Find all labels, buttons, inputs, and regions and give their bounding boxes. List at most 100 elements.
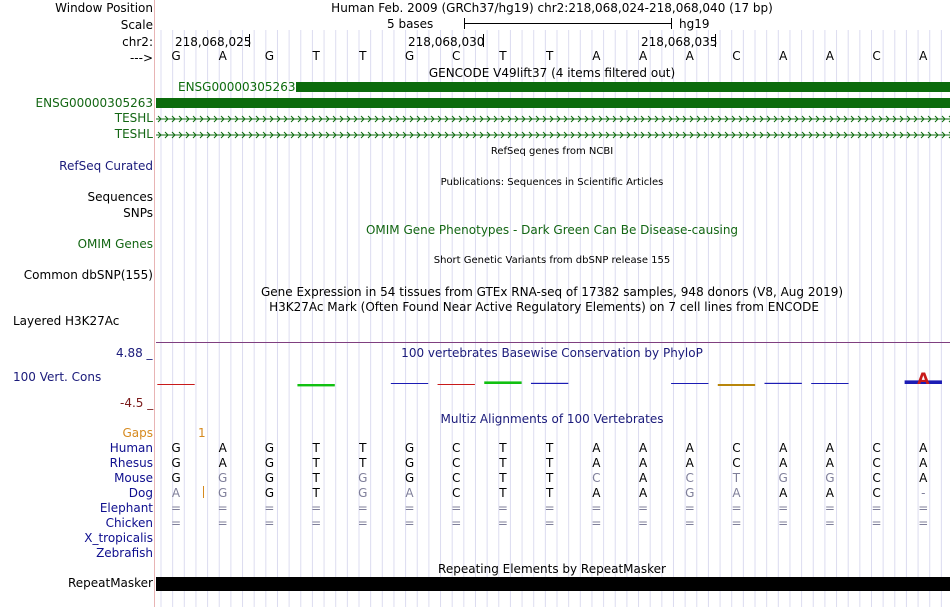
strand-chevron <box>696 131 701 139</box>
strand-chevron <box>332 115 337 123</box>
strand-chevron <box>367 115 372 123</box>
alignment-base: A <box>779 441 788 455</box>
alignment-base: T <box>545 486 554 500</box>
gencode-gene-label[interactable]: ENSG00000305263 <box>35 96 153 110</box>
omim-label[interactable]: OMIM Genes <box>77 237 153 251</box>
refseq-label[interactable]: RefSeq Curated <box>59 159 153 173</box>
alignment-base: T <box>732 471 741 485</box>
alignment-base: T <box>499 471 507 485</box>
strand-chevron <box>731 131 736 139</box>
strand-chevron <box>486 131 491 139</box>
gencode-gene-inline-label[interactable]: ENSG00000305263 <box>178 80 296 94</box>
alignment-base: G <box>358 471 368 485</box>
strand-chevron <box>269 115 274 123</box>
species-label[interactable]: Chicken <box>105 516 153 530</box>
strand-chevron <box>647 131 652 139</box>
alignment-base: G <box>171 441 181 455</box>
ruler-base: T <box>545 49 554 63</box>
strand-chevron <box>927 131 932 139</box>
h3k27ac-signal-baseline <box>156 342 950 343</box>
conservation-bar <box>904 380 942 384</box>
strand-chevron <box>577 131 582 139</box>
teshl-intron-line[interactable] <box>156 114 950 124</box>
strand-chevron <box>689 131 694 139</box>
teshl-label[interactable]: TESHL <box>114 111 153 125</box>
species-label[interactable]: Human <box>109 441 153 455</box>
alignment-base: = <box>217 501 228 515</box>
species-label[interactable]: Elephant <box>99 501 153 515</box>
gaps-label[interactable]: Gaps <box>122 426 153 440</box>
strand-chevron <box>808 115 813 123</box>
ruler-base: T <box>312 49 320 63</box>
strand-chevron <box>430 115 435 123</box>
strand-chevron <box>780 131 785 139</box>
strand-chevron <box>458 131 463 139</box>
alignment-base: = <box>591 501 602 515</box>
strand-chevron <box>493 115 498 123</box>
scale-bar-left-tick <box>464 18 465 29</box>
tick-label: 218,068,025 <box>175 35 252 49</box>
strand-chevron <box>773 115 778 123</box>
refseq-title: RefSeq genes from NCBI <box>490 146 614 157</box>
alignment-base: T <box>312 486 320 500</box>
alignment-base: G <box>264 441 275 455</box>
strand-chevron <box>304 115 309 123</box>
strand-chevron <box>227 131 232 139</box>
strand-chevron <box>619 115 624 123</box>
strand-chevron <box>171 131 176 139</box>
teshl-label[interactable]: TESHL <box>114 127 153 141</box>
conservation-label[interactable]: 100 Vert. Cons <box>13 370 102 384</box>
gencode-gene-exon-bar[interactable] <box>156 98 950 108</box>
strand-chevron <box>402 131 407 139</box>
strand-chevron <box>626 131 631 139</box>
species-label[interactable]: Mouse <box>114 471 153 485</box>
alignment-base: T <box>499 441 507 455</box>
h3k27ac-label[interactable]: Layered H3K27Ac <box>13 314 120 328</box>
strand-chevron <box>241 131 246 139</box>
conservation-plot[interactable]: A <box>0 362 950 398</box>
species-label[interactable]: Rhesus <box>109 456 153 470</box>
species-label[interactable]: Zebrafish <box>96 546 153 560</box>
strand-chevron <box>297 131 302 139</box>
ruler-base: A <box>825 49 834 63</box>
ruler-base: G <box>171 49 181 63</box>
alignment-base: = <box>264 501 275 515</box>
strand-chevron <box>318 115 323 123</box>
teshl-intron-line[interactable] <box>156 130 950 140</box>
alignment-base: C <box>732 456 741 470</box>
alignment-base: = <box>824 516 835 530</box>
alignment-base: = <box>497 516 508 530</box>
strand-chevron <box>759 115 764 123</box>
strand-chevron <box>374 115 379 123</box>
sequences-label[interactable]: Sequences <box>87 190 153 204</box>
strand-chevron <box>185 115 190 123</box>
alignment-base: G <box>264 456 275 470</box>
strand-chevron <box>472 115 477 123</box>
alignment-base: A <box>685 441 694 455</box>
repeatmasker-label[interactable]: RepeatMasker <box>67 576 153 590</box>
strand-chevron <box>535 115 540 123</box>
dbsnp-label[interactable]: Common dbSNP(155) <box>23 268 153 282</box>
strand-chevron <box>598 131 603 139</box>
gencode-gene-bar[interactable] <box>296 82 950 92</box>
alignment-base: T <box>359 441 367 455</box>
strand-chevron <box>640 115 645 123</box>
strand-chevron <box>927 115 932 123</box>
strand-chevron <box>843 131 848 139</box>
repeatmasker-bar[interactable] <box>156 577 950 591</box>
multiz-title: Multiz Alignments of 100 Vertebrates <box>440 412 664 426</box>
strand-chevron <box>717 115 722 123</box>
strand-chevron <box>465 115 470 123</box>
strand-chevron <box>892 131 897 139</box>
alignment-base: T <box>545 471 554 485</box>
omim-title: OMIM Gene Phenotypes - Dark Green Can Be… <box>365 223 739 237</box>
alignment-base: = <box>778 516 789 530</box>
alignment-base: A <box>218 456 227 470</box>
strand-chevron <box>766 115 771 123</box>
snps-label[interactable]: SNPs <box>123 206 153 220</box>
species-label[interactable]: Dog <box>128 486 153 500</box>
strand-chevron <box>199 131 204 139</box>
strand-chevron <box>451 131 456 139</box>
species-label[interactable]: X_tropicalis <box>84 531 153 545</box>
alignment-base: C <box>592 471 601 485</box>
